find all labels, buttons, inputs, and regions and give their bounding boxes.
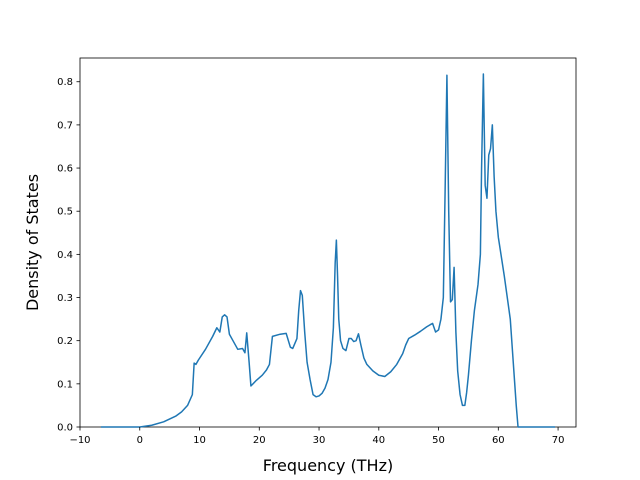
y-axis-label: Density of States [23,174,42,311]
density-of-states-line [100,73,556,428]
x-tick-label: 10 [193,435,206,446]
x-axis-label: Frequency (THz) [263,456,393,475]
x-tick-label: 30 [313,435,326,446]
y-tick-label: 0.4 [57,250,73,261]
x-tick-label: 50 [432,435,445,446]
axes-frame [79,57,577,428]
y-tick-label: 0.2 [57,336,73,347]
y-axis-ticks: 0.0 0.1 0.2 0.3 0.4 0.5 0.6 0.7 0.8 [57,77,80,434]
plot-area: −10 0 10 20 30 40 50 60 70 0.0 0.1 0.2 0.3 0.4 0.5 0.6… [57,57,577,446]
y-tick-label: 0.0 [57,423,73,434]
x-tick-label: 70 [552,435,565,446]
x-tick-label: −10 [69,435,90,446]
y-tick-label: 0.3 [57,293,73,304]
y-tick-label: 0.1 [57,379,73,390]
y-tick-label: 0.5 [57,207,73,218]
y-tick-label: 0.7 [57,120,73,131]
x-tick-label: 40 [372,435,385,446]
x-tick-label: 0 [137,435,143,446]
y-tick-label: 0.8 [57,77,73,88]
x-tick-label: 60 [492,435,505,446]
x-axis-ticks: −10 0 10 20 30 40 50 60 70 [69,427,564,446]
y-tick-label: 0.6 [57,164,73,175]
x-tick-label: 20 [253,435,266,446]
